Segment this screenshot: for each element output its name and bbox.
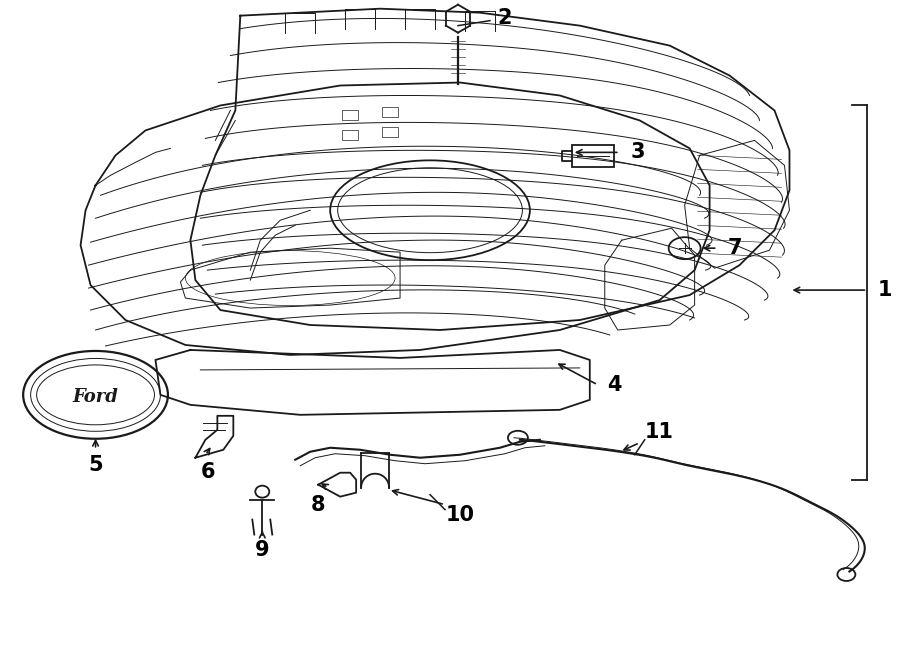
- Text: 5: 5: [88, 455, 103, 475]
- Text: Ford: Ford: [73, 388, 119, 406]
- Bar: [572, 146, 614, 167]
- Text: 1: 1: [878, 280, 893, 300]
- Text: 11: 11: [645, 422, 674, 442]
- Text: 10: 10: [446, 504, 474, 524]
- Text: 2: 2: [498, 8, 512, 28]
- Text: 7: 7: [727, 238, 742, 258]
- Text: 9: 9: [255, 540, 270, 559]
- Text: 6: 6: [201, 461, 216, 482]
- Text: 8: 8: [311, 495, 326, 514]
- Bar: [382, 107, 398, 117]
- Text: 4: 4: [608, 375, 622, 395]
- Bar: [342, 111, 358, 120]
- Bar: [382, 127, 398, 138]
- Text: 3: 3: [631, 142, 645, 162]
- Bar: [342, 130, 358, 140]
